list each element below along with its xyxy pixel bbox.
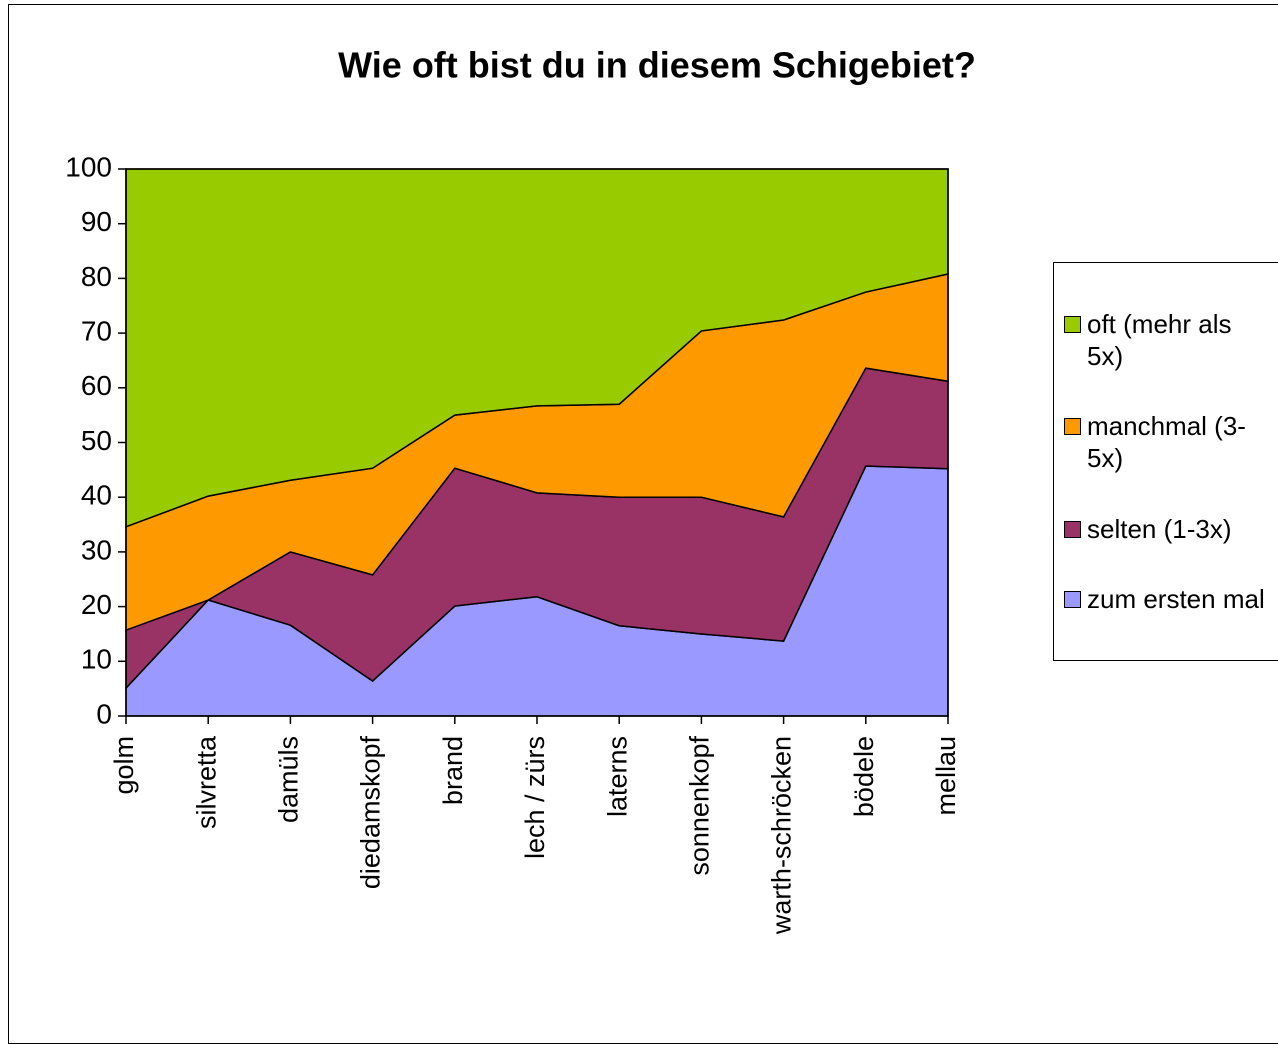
x-tick-label: silvretta (191, 735, 221, 829)
legend-label: zum ersten mal (1087, 584, 1265, 615)
y-tick-label: 0 (96, 698, 112, 729)
y-tick-label: 50 (81, 425, 112, 456)
x-tick-label: bödele (849, 736, 879, 817)
legend: oft (mehr als 5x) manchmal (3-5x) selten (… (1053, 262, 1278, 661)
legend-item: manchmal (3-5x) (1064, 410, 1278, 474)
legend-item: selten (1-3x) (1064, 513, 1278, 545)
y-tick-label: 40 (81, 480, 112, 511)
legend-swatch (1064, 591, 1081, 609)
legend-swatch (1064, 520, 1081, 538)
y-tick-label: 80 (81, 261, 112, 292)
legend-item: zum ersten mal (1064, 583, 1278, 615)
y-tick-label: 70 (81, 315, 112, 346)
legend-item: oft (mehr als 5x) (1064, 308, 1278, 372)
x-tick-label: laterns (602, 736, 632, 817)
chart-title: Wie oft bist du in diesem Schigebiet? (338, 45, 976, 86)
legend-label: selten (1-3x) (1087, 513, 1232, 544)
x-tick-label: sonnenkopf (685, 736, 715, 876)
y-tick-label: 100 (65, 151, 112, 182)
y-tick-label: 20 (81, 589, 112, 620)
y-tick-label: 60 (81, 370, 112, 401)
legend-swatch (1064, 418, 1081, 436)
x-tick-label: mellau (931, 736, 961, 816)
x-tick-label: brand (438, 736, 468, 805)
legend-swatch (1064, 315, 1081, 333)
y-tick-label: 10 (81, 644, 112, 675)
y-tick-label: 30 (81, 534, 112, 565)
page: {"chart_data": {"type": "stacked-area", … (8, 4, 1278, 1044)
x-tick-label: warth-schröcken (767, 736, 797, 935)
x-tick-label: damüls (274, 736, 304, 823)
y-tick-label: 90 (81, 206, 112, 237)
x-tick-label: lech / zürs (520, 736, 550, 859)
x-tick-label: golm (109, 736, 139, 795)
x-tick-label: diedamskopf (356, 736, 386, 890)
legend-label: manchmal (3-5x) (1087, 411, 1246, 474)
chart: Wie oft bist du in diesem Schigebiet? 0 1… (65, 45, 976, 936)
legend-label: oft (mehr als 5x) (1087, 308, 1232, 371)
